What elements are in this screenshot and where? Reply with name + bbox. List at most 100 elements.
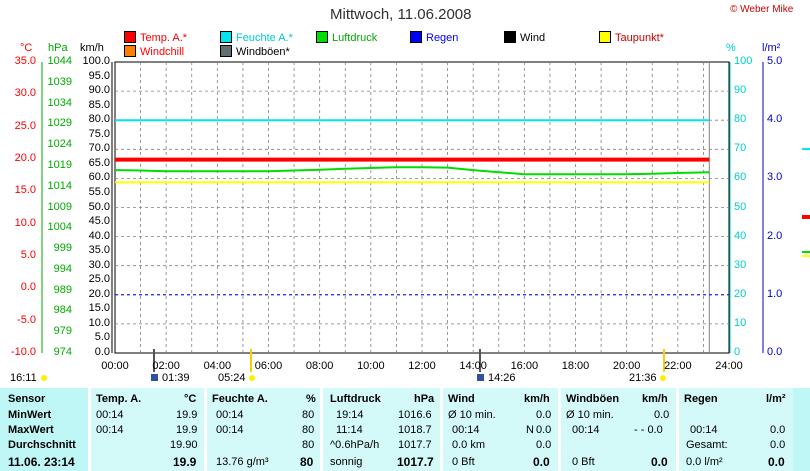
legend-swatch [316,31,328,43]
statistics-table: Sensor Temp. A. °C Feuchte A. % Luftdruc… [0,388,810,471]
wind-tick-label: 55.0 [88,185,110,198]
pressure-tick-label: 994 [53,262,72,275]
pressure-tick-label: 1039 [47,75,72,88]
hdr-press-unit: hPa [414,393,435,405]
press-min-value: 1016.6 [398,409,432,421]
time-tick-label: 10:00 [357,360,385,372]
hum-min-time: 00:14 [216,409,244,421]
hum-avg-value: 80 [302,439,315,451]
wind-tick-label: 45.0 [88,215,110,228]
weather-chart [41,61,810,381]
hdr-rain: Regen [684,393,718,405]
humidity-tick-label: 10 [734,316,747,329]
wind-tick-label: 100.0 [82,55,110,67]
pressure-tick-label: 999 [53,242,72,255]
wind-max-time: 00:14 [452,424,480,436]
pressure-tick-label: 1019 [47,158,72,171]
col-pressure [320,388,443,471]
time-tick-label: 20:00 [612,360,641,372]
hdr-sensor: Sensor [8,393,46,405]
temp-axis-unit: °C [20,42,33,54]
row-label-now: 11.06. 23:14 [8,455,75,469]
wind-tick-label: 0.0 [94,346,110,358]
temp-min-time: 00:14 [96,409,124,421]
humidity-tick-label: 100 [734,55,753,67]
legend-label: Luftdruck [332,32,378,44]
time-tick-label: 14:00 [459,360,487,372]
legend-label: Windböen* [236,46,290,58]
row-label-avg: Durchschnitt [8,439,76,451]
gust-avg-label: Ø 10 min. [566,409,614,421]
legend-label: Windchill [140,46,185,58]
time-tick-label: 08:00 [305,360,334,372]
time-tick-label: 16:00 [510,360,539,372]
pressure-tick-label: 1009 [47,200,72,213]
press-max-time: 11:14 [336,424,363,436]
temp-tick-label: -10.0 [10,346,36,358]
rain-max-value: 0.0 [770,424,786,436]
dew-dot [660,375,666,381]
time-tick-label: 04:00 [203,360,232,372]
temp-min-value: 19.9 [176,409,198,421]
wind-now-value: 0.0 [533,455,550,469]
series-line-2 [114,166,710,176]
legend-item: Windböen* [220,45,290,58]
humidity-tick-label: 60 [734,171,747,184]
humidity-tick-label: 80 [734,113,747,126]
hum-now-value: 80 [300,455,314,469]
temp-tick-label: 15.0 [14,184,36,197]
wind-tick-label: 10.0 [88,316,110,329]
gust-max-time: 00:14 [572,424,600,436]
pressure-tick-label: 1034 [47,96,72,109]
hdr-wind: Wind [448,393,475,405]
hum-max-value: 80 [302,424,315,436]
legend-item: Windchill [124,45,184,58]
marker-pressure-min: 01:39 [162,372,190,384]
rain-tick-label: 0.0 [767,346,783,358]
temp-max-value: 19.9 [176,424,198,436]
pressure-tick-label: 1029 [47,117,72,130]
time-tick-label: 00:00 [101,360,129,372]
wind-tick-label: 50.0 [88,200,110,213]
edge-dew-indicator [802,255,810,257]
temp-tick-label: 25.0 [14,119,36,132]
copyright-text: © Weber Mike [730,4,794,15]
wind-tick-label: 80.0 [88,113,110,126]
legend-item: Temp. A.* [124,31,187,44]
wind-tick-label: 60.0 [88,171,110,184]
edge-pressure-indicator [802,251,810,253]
hdr-temp-unit: °C [184,393,197,405]
legend-swatch [504,31,516,43]
marker-pressure-max: 14:26 [488,372,516,384]
legend-item: Taupunkt* [599,31,664,44]
hum-max-time: 00:14 [216,424,244,436]
pressure-tick-label: 989 [53,283,72,296]
rain-total-value: 0.0 [770,439,786,451]
rain-tick-label: 4.0 [767,113,783,126]
legend-swatch [124,45,136,57]
rain-now-value: 0.0 [768,455,785,469]
temp-max-time: 00:14 [96,424,124,436]
pressure-tick-label: 984 [53,304,72,317]
col-humidity [204,388,323,471]
wind-tick-label: 95.0 [88,69,110,82]
wind-tick-label: 65.0 [88,156,110,169]
rain-max-time: 00:14 [690,424,718,436]
rain-today: 0.0 l/m² [686,456,723,468]
col-rain [676,388,793,471]
wind-axis-unit: km/h [80,42,104,54]
legend-label: Taupunkt* [615,32,664,44]
row-label-min: MinWert [8,409,52,421]
humidity-tick-label: 90 [734,84,747,97]
humidity-tick-label: 30 [734,258,747,271]
hum-min-value: 80 [302,409,315,421]
temp-tick-label: -5.0 [17,313,36,326]
col-temp [88,388,207,471]
col-gust [558,388,679,471]
wind-tick-label: 85.0 [88,98,110,111]
time-tick-label: 06:00 [254,360,283,372]
wind-tick-label: 15.0 [88,302,110,315]
temp-tick-label: 0.0 [20,281,36,294]
wind-max-direction: N [526,424,534,436]
hdr-wind-unit: km/h [524,393,550,405]
